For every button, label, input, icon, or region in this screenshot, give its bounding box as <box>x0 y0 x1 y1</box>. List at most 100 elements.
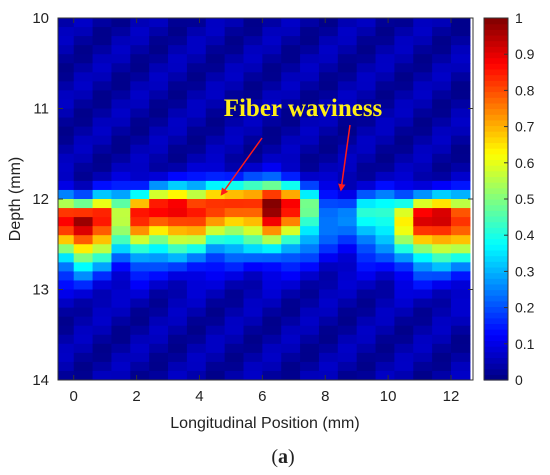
heatmap-cell <box>375 361 395 372</box>
heatmap-cell <box>318 18 339 28</box>
heatmap-cell <box>300 189 320 200</box>
heatmap-cell <box>205 81 226 91</box>
heatmap-cell <box>337 126 358 137</box>
heatmap-cell <box>356 370 377 380</box>
colorbar-segment <box>484 29 508 36</box>
heatmap-cell <box>186 334 207 345</box>
heatmap-cell <box>318 280 339 291</box>
heatmap-cell <box>224 361 245 372</box>
heatmap-cell <box>318 334 339 345</box>
heatmap-cell <box>450 144 471 155</box>
heatmap-cell <box>450 108 471 119</box>
heatmap-cell <box>73 226 94 236</box>
heatmap-cell <box>300 244 320 254</box>
heatmap-cell <box>224 135 245 146</box>
heatmap-cell <box>92 235 113 245</box>
heatmap-cell <box>394 45 414 55</box>
heatmap-cell <box>58 325 75 336</box>
heatmap-cell <box>168 18 188 28</box>
heatmap-cell <box>149 217 169 227</box>
heatmap-cell <box>432 63 452 73</box>
heatmap-cell <box>58 235 75 245</box>
heatmap-cell <box>92 262 113 272</box>
heatmap-cell <box>375 316 395 327</box>
heatmap-cell <box>262 63 282 73</box>
heatmap-cell <box>432 271 452 282</box>
heatmap-cell <box>300 343 320 354</box>
heatmap-cell <box>92 162 113 173</box>
heatmap-cell <box>337 361 358 372</box>
heatmap-cell <box>186 90 207 101</box>
heatmap-cell <box>205 180 226 191</box>
colorbar-segment <box>484 57 508 64</box>
heatmap-cell <box>111 253 131 263</box>
heatmap-cell <box>413 253 433 263</box>
heatmap-cell <box>337 208 358 218</box>
heatmap-cell <box>413 262 433 272</box>
heatmap-cell <box>432 54 452 64</box>
colorbar-segment <box>484 295 508 302</box>
heatmap-cell <box>205 171 226 182</box>
heatmap-cell <box>168 280 188 291</box>
colorbar-tick-label: 0.7 <box>515 119 535 135</box>
heatmap-cell <box>413 45 433 55</box>
heatmap-cell <box>243 99 263 110</box>
heatmap-cell <box>262 126 282 137</box>
heatmap-cell <box>149 27 169 37</box>
heatmap-cell <box>281 352 301 363</box>
heatmap-cell <box>300 307 320 318</box>
heatmap-cell <box>73 325 94 336</box>
heatmap-cell <box>168 271 188 282</box>
heatmap-cell <box>356 316 377 327</box>
heatmap-cell <box>375 226 395 236</box>
colorbar-tick-label: 0.5 <box>515 191 535 207</box>
colorbar-segment <box>484 97 508 104</box>
heatmap-cell <box>375 307 395 318</box>
heatmap-cell <box>168 370 188 380</box>
heatmap-cell <box>300 72 320 82</box>
heatmap-cell <box>224 99 245 110</box>
colorbar-segment <box>484 317 508 325</box>
colorbar-segment <box>484 238 508 245</box>
heatmap-cell <box>356 352 377 363</box>
heatmap-cell <box>243 235 263 245</box>
heatmap-cell <box>186 108 207 119</box>
heatmap-cell <box>300 18 320 28</box>
heatmap-cell <box>130 271 150 282</box>
heatmap-cell <box>413 352 433 363</box>
heatmap-cell <box>394 271 414 282</box>
heatmap-cell <box>300 262 320 272</box>
heatmap-cell <box>111 144 131 155</box>
heatmap-cell <box>432 307 452 318</box>
heatmap-cell <box>186 352 207 363</box>
heatmap-cell <box>337 117 358 128</box>
heatmap-cell <box>394 162 414 173</box>
heatmap-cell <box>111 316 131 327</box>
heatmap-cell <box>168 171 188 182</box>
heatmap-cell <box>450 199 471 209</box>
heatmap-cell <box>111 171 131 182</box>
heatmap-cell <box>281 262 301 272</box>
heatmap-cell <box>300 199 320 209</box>
colorbar-segment <box>484 283 508 291</box>
heatmap-cell <box>356 271 377 282</box>
heatmap-cell <box>186 325 207 336</box>
heatmap-cell <box>92 307 113 318</box>
heatmap-cell <box>130 90 150 101</box>
heatmap-cell <box>300 325 320 336</box>
y-tick-label: 11 <box>33 101 49 118</box>
heatmap-cell <box>318 81 339 91</box>
heatmap-cell <box>375 81 395 91</box>
heatmap-cell <box>394 361 414 372</box>
heatmap-cell <box>243 271 263 282</box>
heatmap-cell <box>262 153 282 164</box>
heatmap-cell <box>394 352 414 363</box>
heatmap-cell <box>58 27 75 37</box>
heatmap-cell <box>73 135 94 146</box>
heatmap-cell <box>186 81 207 91</box>
heatmap-cell <box>186 99 207 110</box>
heatmap-cell <box>149 316 169 327</box>
heatmap-cell <box>356 189 377 200</box>
heatmap-cell <box>92 36 113 46</box>
heatmap-cell <box>262 262 282 272</box>
